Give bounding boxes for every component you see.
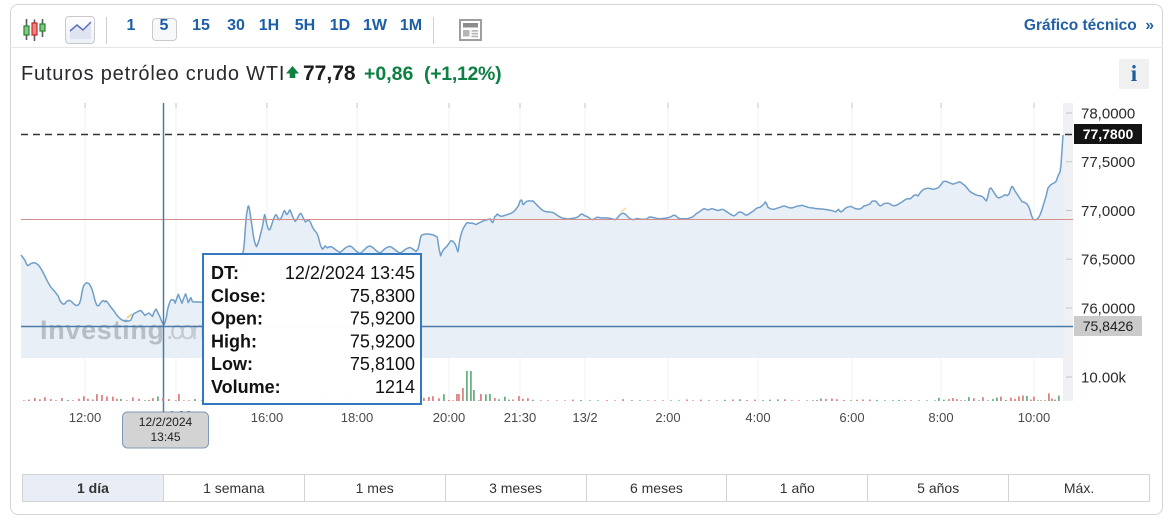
svg-text:Low:: Low: <box>211 354 253 374</box>
svg-text:High:: High: <box>211 331 257 351</box>
svg-text:77,5000: 77,5000 <box>1081 154 1135 171</box>
svg-text:20:00: 20:00 <box>433 410 466 425</box>
svg-text:75,9200: 75,9200 <box>350 331 415 351</box>
svg-text:76,0000: 76,0000 <box>1081 301 1135 318</box>
svg-text:12:00: 12:00 <box>69 410 102 425</box>
svg-text:Volume:: Volume: <box>211 377 281 397</box>
svg-text:76,5000: 76,5000 <box>1081 252 1135 269</box>
svg-text:10.00k: 10.00k <box>1081 370 1127 387</box>
svg-text:16:00: 16:00 <box>251 410 284 425</box>
svg-text:13:45: 13:45 <box>150 430 180 444</box>
svg-text:8:00: 8:00 <box>928 410 953 425</box>
svg-text:12/2/2024: 12/2/2024 <box>139 415 193 429</box>
svg-text:77,0000: 77,0000 <box>1081 203 1135 220</box>
svg-text:DT:: DT: <box>211 263 239 283</box>
svg-text:1214: 1214 <box>375 377 415 397</box>
svg-text:21:30: 21:30 <box>504 410 537 425</box>
svg-text:6:00: 6:00 <box>839 410 864 425</box>
svg-text:18:00: 18:00 <box>341 410 374 425</box>
svg-text:4:00: 4:00 <box>745 410 770 425</box>
svg-text:Open:: Open: <box>211 309 263 329</box>
svg-text:77,7800: 77,7800 <box>1083 126 1134 142</box>
svg-text:75,9200: 75,9200 <box>350 309 415 329</box>
svg-text:10:00: 10:00 <box>1018 410 1051 425</box>
svg-text:12/2/2024 13:45: 12/2/2024 13:45 <box>285 263 415 283</box>
svg-text:75,8300: 75,8300 <box>350 286 415 306</box>
svg-text:78,0000: 78,0000 <box>1081 106 1135 123</box>
svg-text:2:00: 2:00 <box>655 410 680 425</box>
svg-text:75,8426: 75,8426 <box>1083 318 1134 334</box>
svg-text:Investing: Investing <box>40 315 164 345</box>
svg-text:Close:: Close: <box>211 286 266 306</box>
svg-text:75,8100: 75,8100 <box>350 354 415 374</box>
svg-text:13/2: 13/2 <box>572 410 597 425</box>
